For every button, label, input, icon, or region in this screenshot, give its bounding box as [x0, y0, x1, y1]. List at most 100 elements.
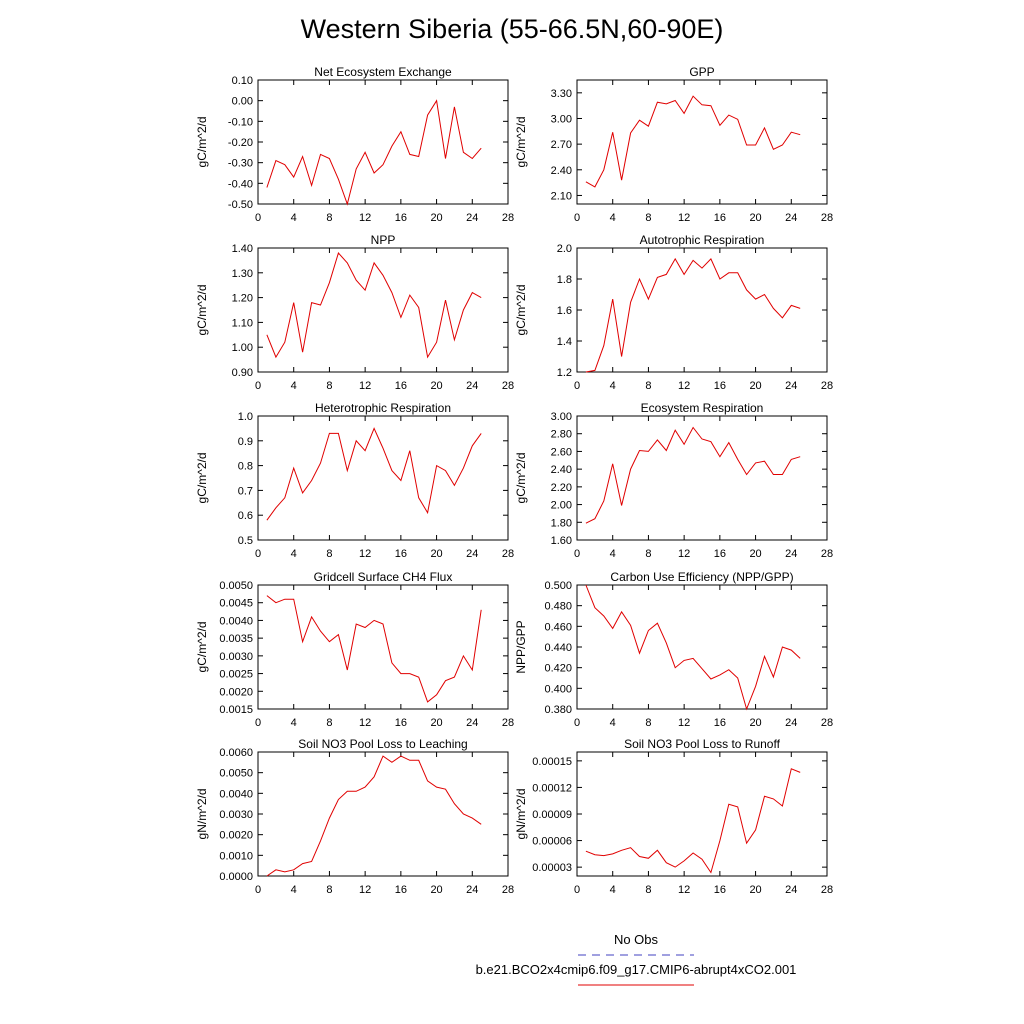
x-tick-label: 12 [359, 717, 371, 729]
series-line [585, 768, 801, 874]
x-tick-label: 20 [430, 548, 442, 560]
y-tick-label: 0.0000 [219, 871, 253, 883]
y-tick-label: 0.480 [544, 601, 572, 613]
plot-frame [576, 751, 828, 877]
x-tick-label: 20 [749, 380, 761, 392]
x-tick-label: 28 [502, 212, 514, 224]
figure-title: Western Siberia (55-66.5N,60-90E) [300, 14, 724, 44]
y-tick-label: 0.00015 [532, 756, 572, 768]
x-tick-label: 24 [785, 548, 797, 560]
x-tick-label: 28 [502, 717, 514, 729]
panel-title: Ecosystem Respiration [641, 401, 764, 415]
plot-frame [576, 415, 828, 541]
y-tick-label: 0.440 [544, 642, 572, 654]
plot-frame [576, 79, 828, 205]
x-tick-label: 24 [785, 212, 797, 224]
panel-title: GPP [689, 65, 714, 79]
y-tick-label: 2.10 [551, 190, 572, 202]
y-tick-label: 2.70 [551, 139, 572, 151]
series-line [266, 427, 482, 521]
x-tick-label: 16 [395, 548, 407, 560]
y-tick-label: 2.40 [551, 464, 572, 476]
y-tick-label: 0.380 [544, 704, 572, 716]
y-tick-label: 0.10 [232, 75, 253, 87]
y-tick-label: 0.0025 [219, 669, 253, 681]
x-tick-label: 8 [645, 212, 651, 224]
y-tick-label: 2.40 [551, 165, 572, 177]
x-tick-label: 8 [326, 548, 332, 560]
panel-title: Gridcell Surface CH4 Flux [314, 570, 453, 584]
x-tick-label: 8 [326, 380, 332, 392]
panel-title: Soil NO3 Pool Loss to Runoff [624, 737, 781, 751]
y-tick-label: 2.80 [551, 429, 572, 441]
panel-title: NPP [371, 233, 396, 247]
y-tick-label: -0.40 [228, 178, 253, 190]
series-line [266, 755, 482, 877]
x-tick-label: 0 [574, 884, 580, 896]
x-tick-label: 20 [749, 548, 761, 560]
y-axis-label: gC/m^2/d [195, 285, 209, 336]
plot-frame [257, 247, 509, 373]
x-tick-label: 12 [359, 884, 371, 896]
series-line [266, 595, 482, 703]
y-tick-label: 0.0040 [219, 615, 253, 627]
y-tick-label: 1.20 [232, 293, 253, 305]
y-tick-label: 0.0030 [219, 809, 253, 821]
x-tick-label: 8 [326, 717, 332, 729]
x-tick-label: 16 [714, 548, 726, 560]
x-tick-label: 20 [430, 212, 442, 224]
y-tick-label: 0.90 [232, 367, 253, 379]
y-tick-label: 1.40 [232, 243, 253, 255]
y-tick-label: 3.30 [551, 88, 572, 100]
x-tick-label: 12 [359, 212, 371, 224]
y-tick-label: 0.00006 [532, 836, 572, 848]
y-tick-label: -0.50 [228, 199, 253, 211]
y-tick-label: 0.500 [544, 580, 572, 592]
y-axis-label: NPP/GPP [514, 620, 528, 673]
x-tick-label: 12 [359, 548, 371, 560]
y-tick-label: 2.20 [551, 482, 572, 494]
x-tick-label: 0 [255, 884, 261, 896]
series-line [585, 257, 801, 373]
y-tick-label: 3.00 [551, 411, 572, 423]
panel-title: Soil NO3 Pool Loss to Leaching [298, 737, 467, 751]
y-tick-label: 1.00 [232, 342, 253, 354]
x-tick-label: 0 [255, 380, 261, 392]
x-tick-label: 0 [255, 717, 261, 729]
y-tick-label: 0.0050 [219, 580, 253, 592]
x-tick-label: 8 [326, 884, 332, 896]
x-tick-label: 0 [255, 212, 261, 224]
x-tick-label: 20 [430, 380, 442, 392]
x-tick-label: 28 [502, 380, 514, 392]
y-tick-label: 0.00 [232, 96, 253, 108]
x-tick-label: 16 [395, 212, 407, 224]
x-tick-label: 12 [678, 380, 690, 392]
y-axis-label: gC/m^2/d [514, 117, 528, 168]
y-axis-label: gC/m^2/d [195, 117, 209, 168]
x-tick-label: 0 [574, 548, 580, 560]
y-axis-label: gC/m^2/d [514, 453, 528, 504]
panel-title: Carbon Use Efficiency (NPP/GPP) [610, 570, 793, 584]
y-tick-label: 1.10 [232, 317, 253, 329]
y-tick-label: 0.0020 [219, 830, 253, 842]
x-tick-label: 28 [821, 717, 833, 729]
y-axis-label: gN/m^2/d [195, 789, 209, 840]
y-tick-label: 0.0045 [219, 598, 253, 610]
y-tick-label: 0.9 [238, 436, 253, 448]
y-tick-label: 1.0 [238, 411, 253, 423]
x-tick-label: 0 [255, 548, 261, 560]
x-tick-label: 12 [359, 380, 371, 392]
x-tick-label: 0 [574, 717, 580, 729]
y-tick-label: 1.2 [557, 367, 572, 379]
x-tick-label: 28 [502, 548, 514, 560]
y-tick-label: 0.0040 [219, 788, 253, 800]
y-axis-label: gC/m^2/d [195, 622, 209, 673]
y-tick-label: 1.8 [557, 274, 572, 286]
x-tick-label: 16 [714, 212, 726, 224]
y-tick-label: 0.6 [238, 510, 253, 522]
y-tick-label: 0.460 [544, 621, 572, 633]
x-tick-label: 24 [785, 380, 797, 392]
y-tick-label: 0.00012 [532, 782, 572, 794]
plot-frame [257, 751, 509, 877]
